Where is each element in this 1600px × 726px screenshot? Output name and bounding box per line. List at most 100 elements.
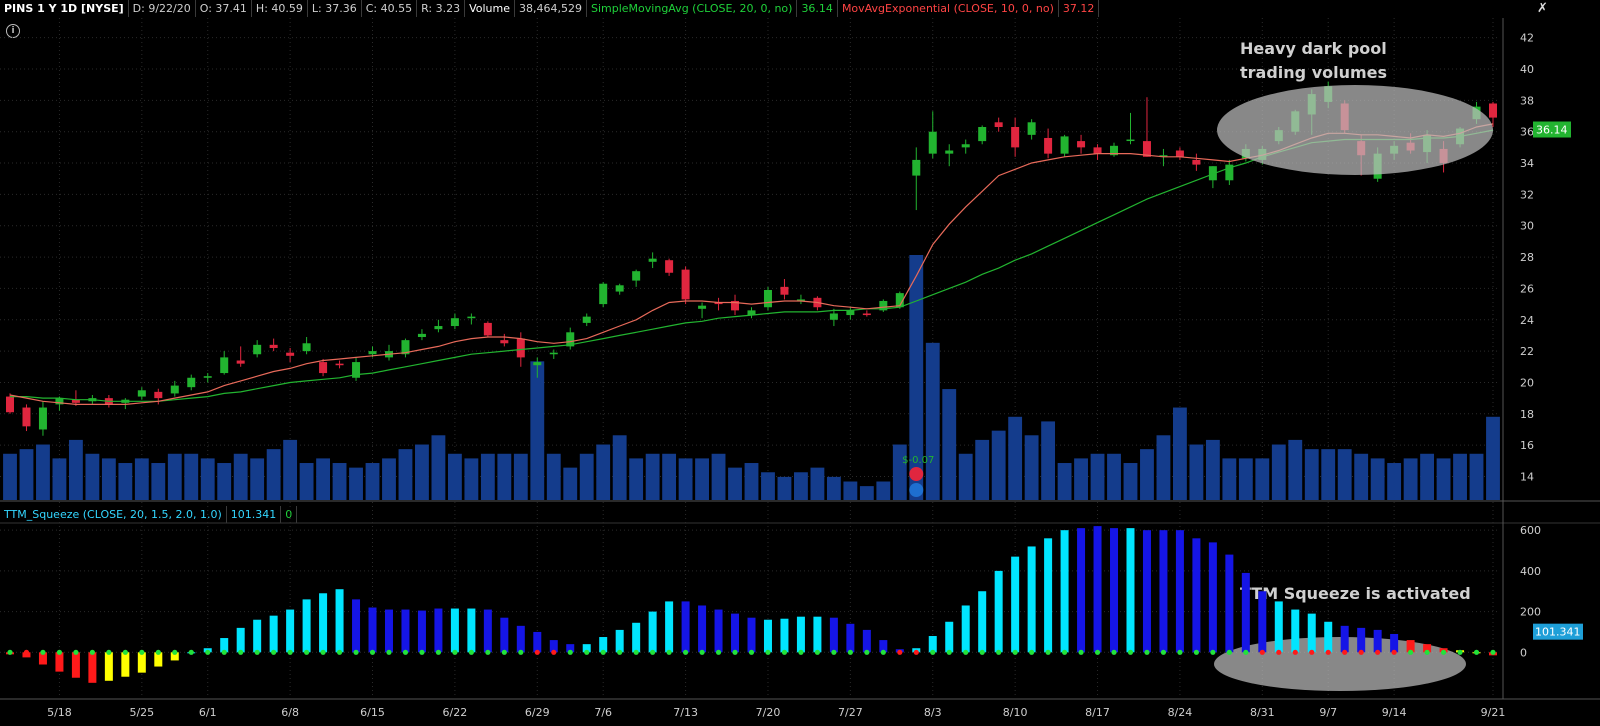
annotations: $-0.07 Heavy dark pool trading volumes TTM …	[902, 39, 1493, 691]
squeeze-dot	[452, 649, 458, 655]
indicator-header: TTM_Squeeze (CLOSE, 20, 1.5, 2.0, 1.0) 1…	[0, 506, 298, 523]
candle-body	[1439, 148, 1448, 164]
squeeze-dot	[946, 649, 952, 655]
histogram-bar	[1373, 629, 1382, 653]
volume-bar	[513, 453, 528, 500]
candle-body	[500, 340, 509, 344]
volume-bar	[1057, 463, 1072, 500]
ema-study-label[interactable]: MovAvgExponential (CLOSE, 10, 0, no)	[838, 0, 1059, 17]
volume-bar	[365, 463, 380, 500]
ema-line	[9, 123, 1494, 405]
open-readout: O: 37.41	[196, 0, 252, 17]
volume-bar	[1041, 421, 1056, 500]
histogram-bar	[1307, 613, 1316, 653]
candle-body	[1044, 137, 1053, 154]
histogram-bar	[582, 644, 591, 653]
volume-bar	[925, 342, 940, 500]
squeeze-tick-label: 600	[1520, 524, 1541, 537]
ttm-squeeze-study-label[interactable]: TTM_Squeeze (CLOSE, 20, 1.5, 2.0, 1.0)	[0, 506, 227, 523]
sma-study-label[interactable]: SimpleMovingAvg (CLOSE, 20, 0, no)	[587, 0, 798, 17]
squeeze-dot	[1226, 649, 1232, 655]
histogram-bar	[1208, 542, 1217, 653]
volume-bar	[1156, 435, 1171, 500]
candle-body	[1291, 111, 1300, 132]
histogram-bar	[1456, 650, 1465, 653]
volume-bar	[464, 458, 479, 500]
grid	[0, 18, 1600, 700]
volume-bar	[1173, 407, 1187, 500]
squeeze-dot	[1144, 649, 1150, 655]
info-icon[interactable]: i	[6, 24, 20, 38]
volume-bar	[101, 458, 116, 500]
volume-bar	[19, 449, 34, 500]
price-tick-label: 38	[1520, 94, 1534, 107]
squeeze-dot	[1440, 649, 1447, 655]
earnings-marker-icon	[909, 467, 924, 481]
volume-bar	[200, 458, 215, 500]
histogram-bar	[780, 618, 789, 653]
candle-body	[533, 362, 542, 366]
squeeze-dot	[864, 649, 870, 655]
volume-bar	[711, 453, 726, 500]
histogram-bar	[994, 570, 1003, 653]
histogram-bar	[335, 589, 344, 653]
squeeze-dot	[221, 649, 227, 655]
histogram-bar	[1406, 640, 1415, 653]
candle-body	[516, 338, 525, 358]
squeeze-dot	[485, 649, 491, 655]
histogram-bar	[731, 613, 740, 653]
volume-bar	[612, 435, 627, 500]
candle-body	[731, 300, 740, 311]
volume-bar	[1074, 458, 1088, 500]
moving-average-lines	[9, 123, 1494, 405]
histogram-bar	[38, 652, 47, 665]
squeeze-dot	[650, 649, 656, 655]
candle-body	[1011, 127, 1020, 148]
candle-body	[170, 385, 179, 394]
price-tick-label: 18	[1520, 408, 1534, 421]
candle-body	[796, 299, 805, 301]
volume-study-label[interactable]: Volume	[465, 0, 516, 17]
candle-body	[879, 300, 888, 311]
ttm-squeeze-zero-value: 0	[281, 506, 298, 523]
squeeze-dot	[369, 649, 376, 655]
date-tick-label: 5/25	[129, 706, 154, 719]
candle-body	[450, 318, 459, 327]
volume-bar	[36, 444, 50, 500]
squeeze-dot	[1259, 649, 1265, 655]
candle-body	[1423, 134, 1432, 153]
candle-body	[88, 398, 97, 402]
volume-bar	[629, 458, 644, 500]
histogram-bar	[615, 629, 624, 653]
candle-body	[961, 144, 970, 148]
squeeze-dot	[617, 649, 623, 655]
volume-bar	[563, 467, 578, 500]
candle-body	[846, 310, 855, 316]
squeeze-dot	[897, 649, 903, 655]
squeeze-dot	[1391, 649, 1397, 655]
histogram-bar	[1110, 528, 1119, 653]
dark-pool-annotation-line1: Heavy dark pool	[1240, 39, 1387, 58]
histogram-bar	[895, 649, 904, 653]
squeeze-dot	[1111, 649, 1117, 655]
histogram-bar	[648, 611, 657, 653]
candle-body	[154, 391, 163, 399]
crosshair-toggle-icon[interactable]: ✗	[1537, 1, 1548, 16]
candle-body	[38, 407, 47, 430]
candle-body	[747, 310, 756, 316]
histogram-bar	[813, 616, 822, 653]
histogram-bar	[384, 609, 393, 653]
squeeze-dot	[518, 649, 524, 655]
volume-bar	[1008, 416, 1023, 500]
candle-body	[6, 396, 14, 413]
volume-bar	[480, 453, 495, 500]
histogram-bar	[1340, 625, 1349, 653]
volume-bar	[1024, 435, 1039, 500]
squeeze-dot	[567, 649, 573, 655]
volume-bar	[283, 439, 298, 500]
squeeze-dot	[1342, 649, 1348, 655]
histogram-bar	[846, 623, 855, 653]
histogram-bar	[1324, 621, 1333, 653]
symbol-label[interactable]: PINS 1 Y 1D [NYSE]	[0, 0, 129, 17]
